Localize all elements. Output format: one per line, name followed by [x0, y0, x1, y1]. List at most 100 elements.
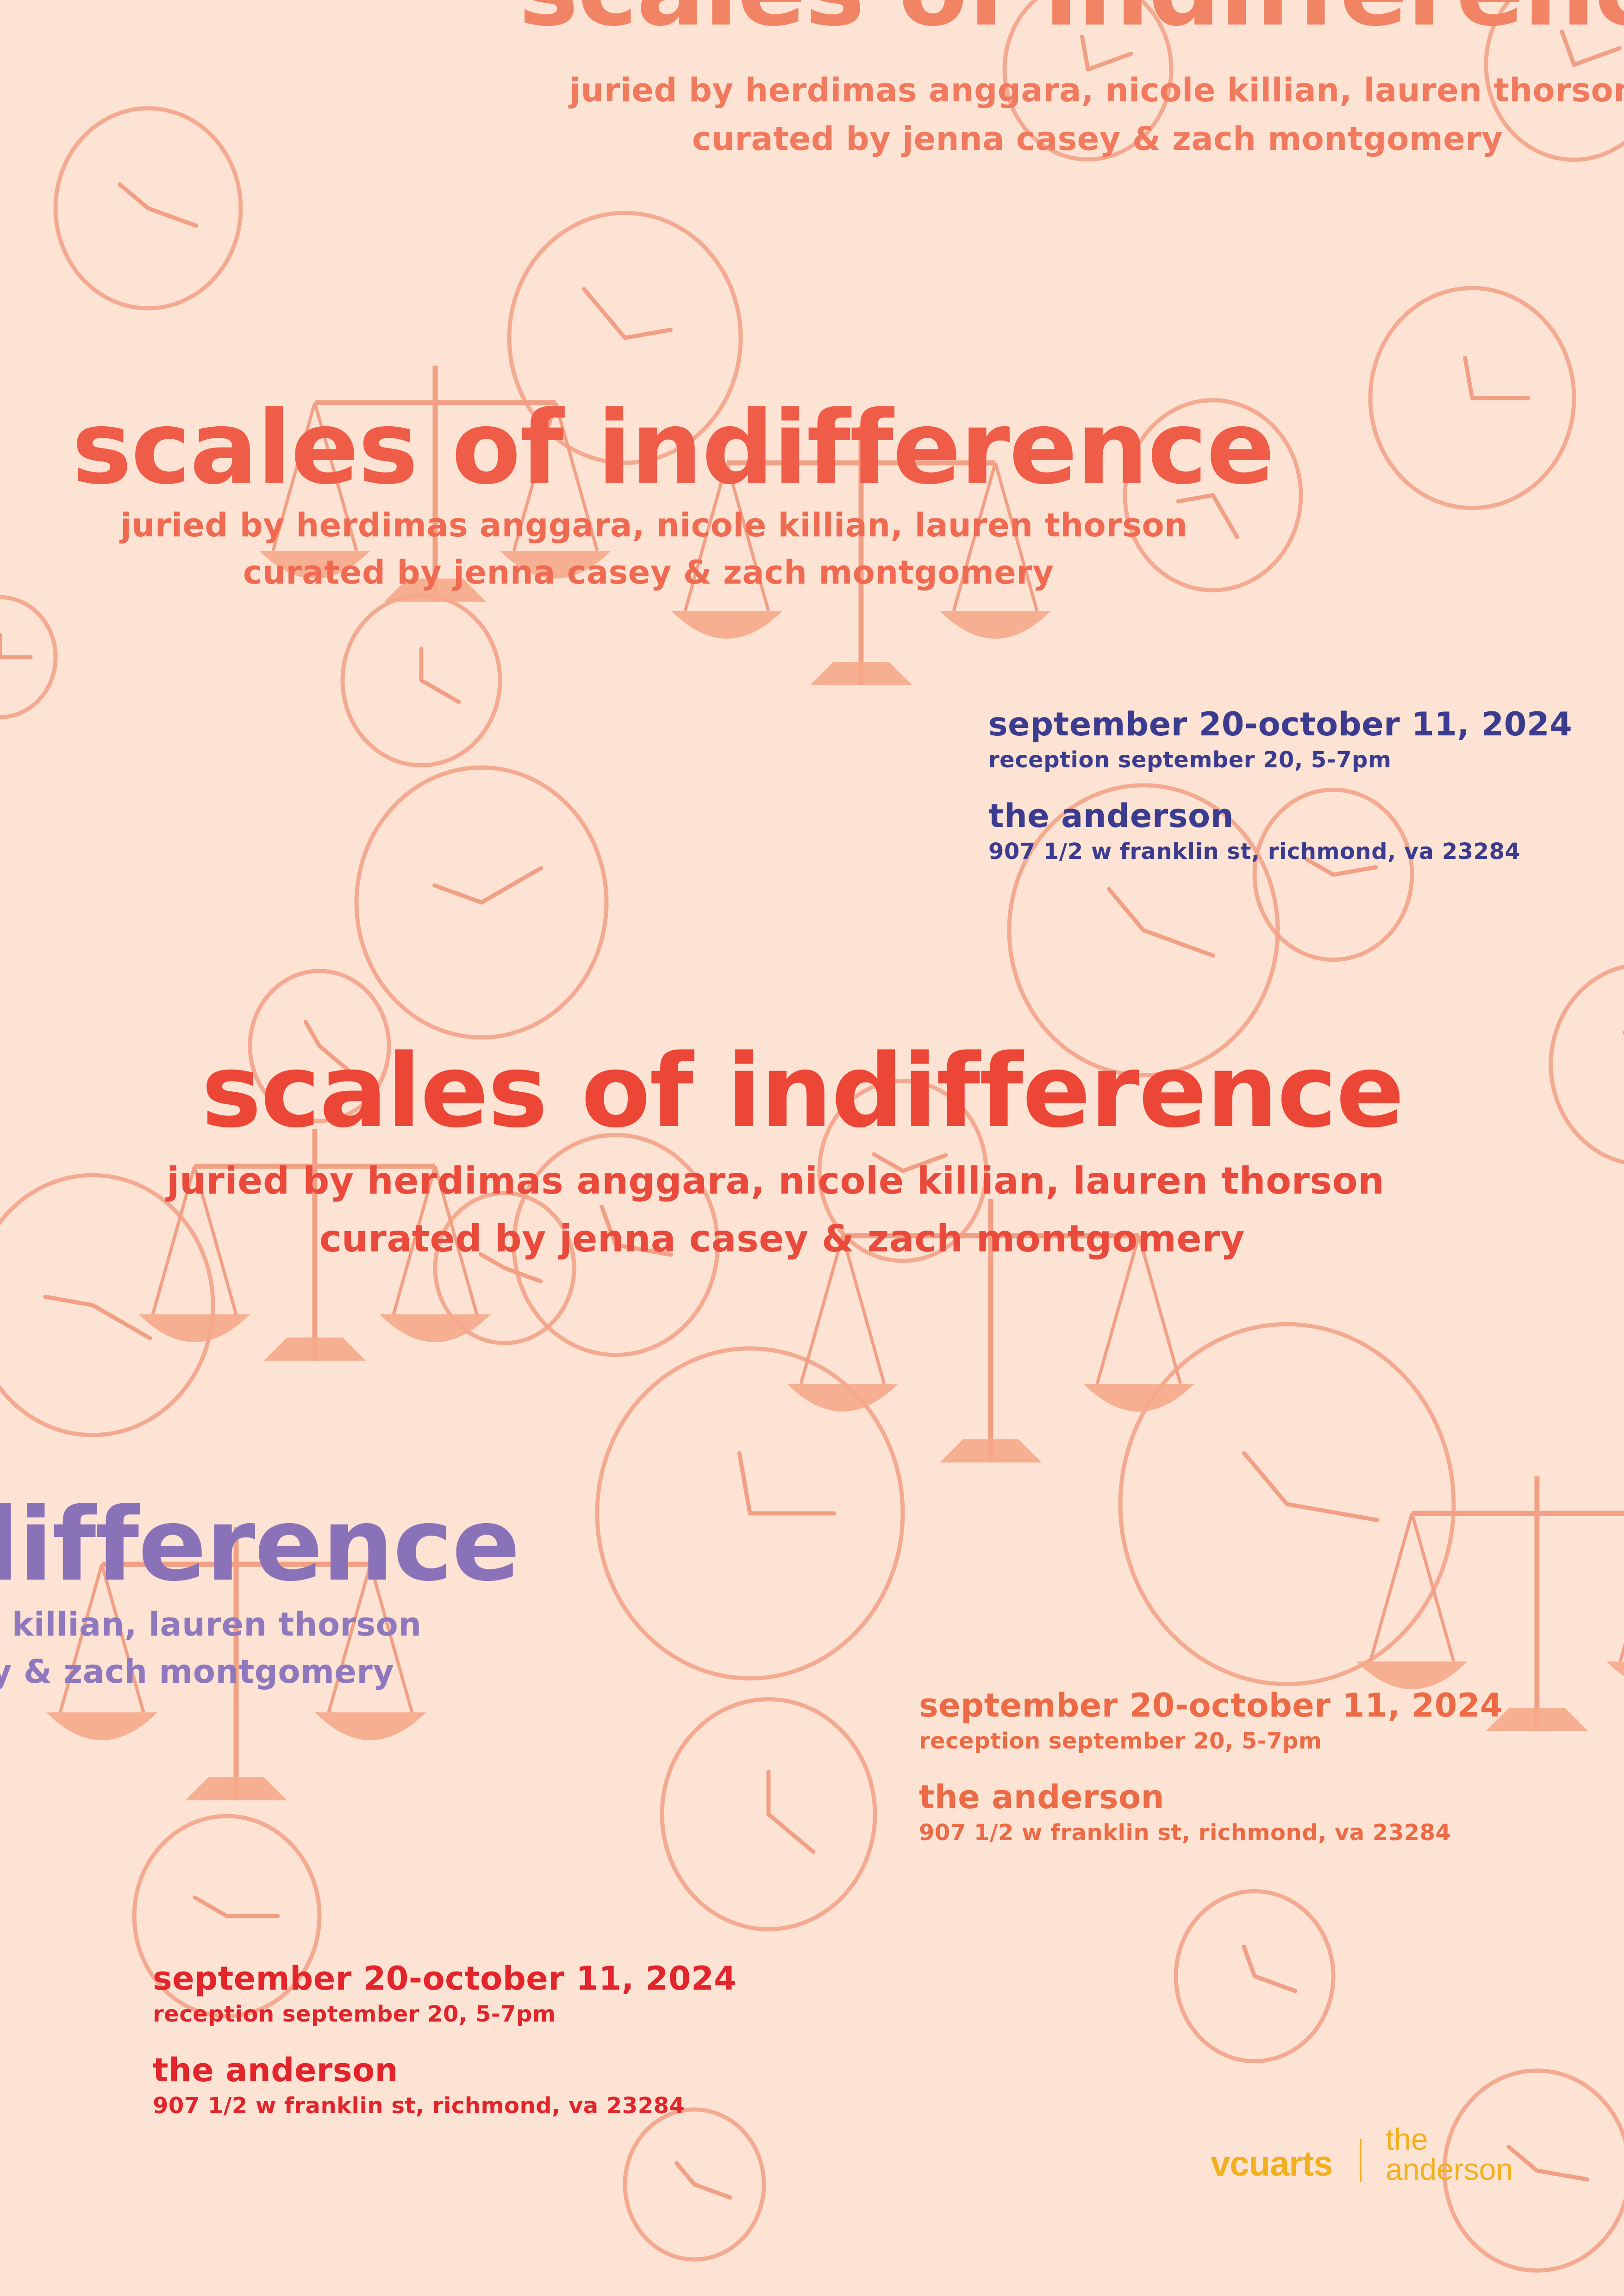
clock-hand [317, 1044, 351, 1073]
clock-hand [43, 1294, 95, 1307]
clock-hand [1506, 2145, 1539, 2173]
exhibition-dates: september 20-october 11, 2024 [919, 1686, 1503, 1724]
poster-title: scales of indifference [72, 390, 1275, 507]
clock-icon [1252, 787, 1414, 962]
the-anderson-wordmark: the anderson [1386, 2124, 1571, 2184]
juried-by-line-partial: gara, nicole killian, lauren thorson [0, 1605, 422, 1643]
clock-icon [1118, 1322, 1456, 1686]
clock-hand [766, 1812, 816, 1854]
clock-icon [1484, 0, 1624, 162]
clock-icon [1442, 2068, 1624, 2273]
clock-hand [479, 866, 543, 905]
poster-title: scales of indifference [518, 0, 1624, 41]
curated-by-line-partial: casey & zach montgomery [0, 1653, 394, 1691]
clock-hand [900, 1153, 948, 1173]
scale-string [433, 1166, 479, 1315]
scale-string [313, 402, 358, 551]
scale-pan [1356, 1661, 1468, 1689]
venue-name: the anderson [988, 797, 1234, 835]
clock-icon [1002, 0, 1174, 162]
clock-hand [674, 2161, 697, 2187]
exhibition-dates: september 20-october 11, 2024 [153, 1960, 737, 1997]
clock-icon [0, 595, 58, 720]
scale-base [1486, 1708, 1588, 1731]
scale-string [1410, 1513, 1455, 1662]
clock-hand [737, 1451, 752, 1516]
clock-hand [1331, 865, 1378, 877]
venue-address: 907 1/2 w franklin st, richmond, va 2328… [153, 2093, 685, 2119]
scale-string [683, 462, 729, 611]
clock-icon [817, 1079, 988, 1263]
scale-string [952, 462, 997, 611]
venue-name: the anderson [153, 2051, 398, 2089]
scale-string [1368, 1513, 1414, 1662]
exhibition-dates: september 20-october 11, 2024 [988, 705, 1573, 743]
clock-hand [1572, 46, 1622, 67]
scale-base [185, 1777, 287, 1800]
clock-hand [1086, 51, 1133, 72]
clock-hand [1560, 30, 1576, 67]
scale-string [841, 1235, 886, 1384]
clock-icon [512, 1132, 720, 1357]
event-info-navy: september 20-october 11, 2024 reception … [988, 708, 1572, 863]
scale-pan [46, 1712, 157, 1740]
scale-pan [787, 1384, 898, 1412]
scale-pan [940, 611, 1051, 639]
juried-by-line: juried by herdimas anggara, nicole killi… [569, 71, 1624, 109]
clock-hand [193, 1895, 229, 1918]
scale-string [327, 1564, 372, 1713]
clock-icon [623, 2107, 766, 2262]
scale-pan [500, 551, 611, 579]
clock-hand [1463, 355, 1474, 400]
venue-address: 907 1/2 w franklin st, richmond, va 2328… [988, 839, 1521, 865]
clock-icon [1174, 1889, 1336, 2064]
clock-hand [1080, 34, 1090, 72]
clock-icon [595, 1346, 905, 1680]
scale-string [100, 1564, 145, 1713]
logo-the: the [1386, 2122, 1428, 2156]
clock-hand [478, 1252, 507, 1270]
scale-pan [259, 551, 370, 579]
scale-pan [671, 611, 782, 639]
clock-icon [1368, 286, 1576, 510]
scale-string [58, 1564, 104, 1713]
clock-hand [419, 678, 461, 704]
scale-pan [1083, 1384, 1194, 1412]
scale-base [810, 662, 912, 685]
clock-hand [1252, 1974, 1298, 1993]
clock-hand [582, 287, 627, 340]
curated-by-line: curated by jenna casey & zach montgomery [319, 1217, 1245, 1260]
juried-by-line: juried by herdimas anggara, nicole killi… [167, 1159, 1385, 1202]
clock-hand [692, 2182, 733, 2200]
clock-icon [1007, 783, 1280, 1077]
clock-icon [132, 1814, 322, 2018]
scale-base [384, 579, 486, 602]
clock-hand [613, 1243, 673, 1257]
clock-hand [146, 206, 198, 228]
clock-hand [1176, 493, 1215, 504]
clock-hand [1242, 1944, 1257, 1979]
scale-base [264, 1338, 366, 1361]
vcuarts-wordmark: vcuarts [1211, 2144, 1333, 2184]
clock-icon [248, 969, 391, 1123]
clock-hand [502, 1266, 543, 1283]
clock-icon [1549, 964, 1624, 1164]
event-info-red: september 20-october 11, 2024 reception … [153, 1962, 737, 2117]
clock-hand [1141, 928, 1215, 958]
scale-string [271, 402, 317, 551]
clock-hand [118, 182, 150, 211]
curated-by-line: curated by jenna casey & zach montgomery [692, 120, 1503, 158]
clock-hand [1242, 1451, 1289, 1506]
clock-hand [1285, 1502, 1380, 1522]
scale-string [512, 402, 557, 551]
venue-name: the anderson [919, 1778, 1164, 1816]
scale-string [1137, 1235, 1182, 1384]
clock-icon [1123, 398, 1303, 592]
curated-by-line: curated by jenna casey & zach montgomery [243, 554, 1054, 591]
clock-hand [1304, 857, 1336, 877]
scale-pan [139, 1314, 250, 1342]
scale-pan [315, 1712, 426, 1740]
scale-string [554, 402, 599, 551]
